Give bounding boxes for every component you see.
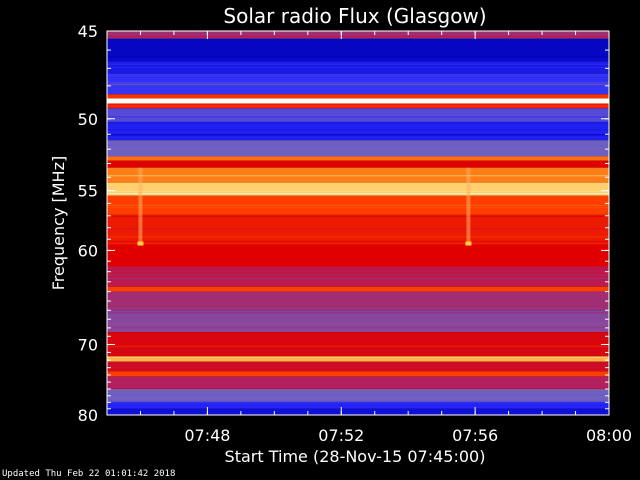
band-striation	[107, 362, 609, 364]
frequency-band	[107, 31, 609, 39]
y-tick-label: 60	[78, 241, 98, 260]
frequency-band	[107, 108, 609, 122]
frequency-band	[107, 266, 609, 287]
band-striation	[107, 228, 609, 230]
burst-line	[138, 167, 143, 245]
y-tick-label: 70	[78, 335, 98, 354]
band-striation	[107, 115, 609, 117]
band-striation	[107, 164, 609, 166]
band-striation	[107, 327, 609, 329]
band-striation	[107, 357, 609, 359]
band-striation	[107, 344, 609, 346]
band-striation	[107, 388, 609, 390]
band-striation	[107, 175, 609, 177]
frequency-band	[107, 73, 609, 95]
band-striation	[107, 204, 609, 206]
frequency-band	[107, 98, 609, 104]
band-striation	[107, 191, 609, 193]
updated-timestamp: Updated Thu Feb 22 01:01:42 2018	[2, 469, 176, 479]
x-tick-label: 07:48	[184, 426, 230, 445]
y-tick-label: 80	[78, 406, 98, 425]
band-striation	[107, 76, 609, 78]
band-striation	[107, 214, 609, 216]
band-striation	[107, 144, 609, 146]
frequency-band	[107, 286, 609, 292]
burst-spot	[465, 241, 472, 246]
band-striation	[107, 67, 609, 69]
band-striation	[107, 400, 609, 402]
x-tick-label: 08:00	[586, 426, 632, 445]
band-striation	[107, 315, 609, 317]
frequency-band	[107, 356, 609, 362]
band-striation	[107, 215, 609, 217]
band-striation	[107, 368, 609, 370]
burst-line	[466, 167, 471, 245]
band-striation	[107, 349, 609, 351]
frequency-band	[107, 361, 609, 372]
band-striation	[107, 134, 609, 136]
band-striation	[107, 408, 609, 410]
band-striation	[107, 394, 609, 396]
x-axis-label: Start Time (28-Nov-15 07:45:00)	[225, 447, 486, 466]
frequency-band	[107, 389, 609, 403]
band-striation	[107, 272, 609, 274]
band-striation	[107, 134, 609, 136]
frequency-band	[107, 215, 609, 245]
band-striation	[107, 129, 609, 131]
frequency-band	[107, 244, 609, 267]
band-striation	[107, 58, 609, 60]
y-tick-label: 45	[78, 22, 98, 41]
frequency-band	[107, 371, 609, 377]
band-striation	[107, 300, 609, 302]
band-striation	[107, 405, 609, 407]
x-tick-label: 07:52	[318, 426, 364, 445]
plot-frame	[106, 30, 610, 416]
band-striation	[107, 79, 609, 81]
frequency-band	[107, 160, 609, 168]
band-striation	[107, 278, 609, 280]
band-striation	[107, 207, 609, 209]
frequency-band	[107, 156, 609, 161]
band-striation	[107, 116, 609, 118]
band-striation	[107, 312, 609, 314]
y-tick-label: 55	[78, 182, 98, 201]
band-striation	[107, 153, 609, 155]
band-striation	[107, 313, 609, 315]
y-tick-label: 50	[78, 110, 98, 129]
heatmap-area	[107, 31, 609, 415]
band-striation	[107, 236, 609, 238]
band-striation	[107, 82, 609, 84]
band-striation	[107, 105, 609, 107]
y-axis-label: Frequency [MHz]	[49, 156, 68, 290]
band-striation	[107, 35, 609, 37]
frequency-band	[107, 408, 609, 415]
band-striation	[107, 122, 609, 124]
axes: 07:48 07:52 07:56 08:00 45 50 55 60 70 80	[78, 22, 632, 445]
band-striation	[107, 84, 609, 86]
x-tick-label: 07:56	[452, 426, 498, 445]
band-striation	[107, 323, 609, 325]
frequency-band	[107, 121, 609, 141]
frequency-band	[107, 38, 609, 62]
band-striation	[107, 381, 609, 383]
frequency-band	[107, 94, 609, 99]
band-striation	[107, 63, 609, 65]
frequency-band	[107, 332, 609, 357]
band-striation	[107, 346, 609, 348]
burst-spot	[137, 241, 144, 246]
band-striation	[107, 240, 609, 242]
band-striation	[107, 308, 609, 310]
band-striation	[107, 274, 609, 276]
chart-title: Solar radio Flux (Glasgow)	[223, 4, 486, 28]
band-striation	[107, 56, 609, 58]
frequency-band	[107, 182, 609, 196]
band-striation	[107, 268, 609, 270]
frequency-band	[107, 140, 609, 157]
band-striation	[107, 193, 609, 195]
